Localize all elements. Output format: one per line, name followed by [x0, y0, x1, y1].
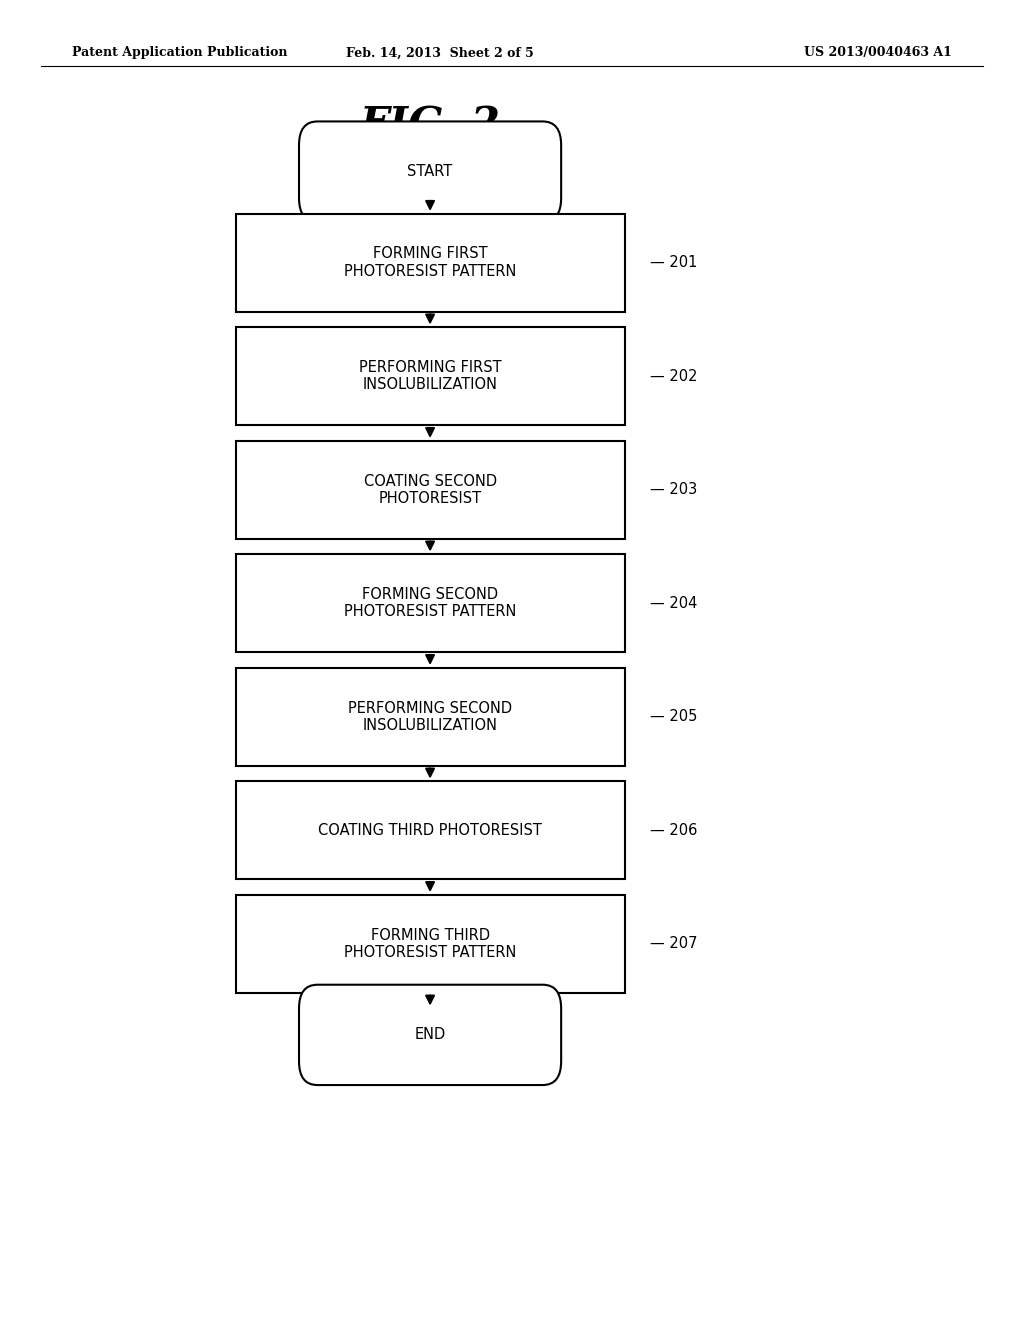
- Text: — 206: — 206: [650, 822, 697, 838]
- FancyBboxPatch shape: [236, 327, 625, 425]
- Text: COATING THIRD PHOTORESIST: COATING THIRD PHOTORESIST: [318, 822, 542, 838]
- Text: FORMING SECOND
PHOTORESIST PATTERN: FORMING SECOND PHOTORESIST PATTERN: [344, 587, 516, 619]
- Text: — 203: — 203: [650, 482, 697, 498]
- Text: FORMING THIRD
PHOTORESIST PATTERN: FORMING THIRD PHOTORESIST PATTERN: [344, 928, 516, 960]
- FancyBboxPatch shape: [299, 121, 561, 222]
- FancyBboxPatch shape: [236, 781, 625, 879]
- Text: Patent Application Publication: Patent Application Publication: [72, 46, 287, 59]
- FancyBboxPatch shape: [236, 895, 625, 993]
- Text: — 205: — 205: [650, 709, 697, 725]
- Text: COATING SECOND
PHOTORESIST: COATING SECOND PHOTORESIST: [364, 474, 497, 506]
- FancyBboxPatch shape: [236, 668, 625, 766]
- Text: END: END: [415, 1027, 445, 1043]
- Text: PERFORMING SECOND
INSOLUBILIZATION: PERFORMING SECOND INSOLUBILIZATION: [348, 701, 512, 733]
- FancyBboxPatch shape: [236, 554, 625, 652]
- Text: — 204: — 204: [650, 595, 697, 611]
- Text: PERFORMING FIRST
INSOLUBILIZATION: PERFORMING FIRST INSOLUBILIZATION: [358, 360, 502, 392]
- Text: Feb. 14, 2013  Sheet 2 of 5: Feb. 14, 2013 Sheet 2 of 5: [346, 46, 535, 59]
- Text: — 202: — 202: [650, 368, 697, 384]
- Text: FORMING FIRST
PHOTORESIST PATTERN: FORMING FIRST PHOTORESIST PATTERN: [344, 247, 516, 279]
- Text: — 201: — 201: [650, 255, 697, 271]
- FancyBboxPatch shape: [236, 214, 625, 312]
- Text: — 207: — 207: [650, 936, 697, 952]
- Text: US 2013/0040463 A1: US 2013/0040463 A1: [805, 46, 952, 59]
- Text: START: START: [408, 164, 453, 180]
- FancyBboxPatch shape: [299, 985, 561, 1085]
- FancyBboxPatch shape: [236, 441, 625, 539]
- Text: FIG. 2: FIG. 2: [359, 104, 501, 147]
